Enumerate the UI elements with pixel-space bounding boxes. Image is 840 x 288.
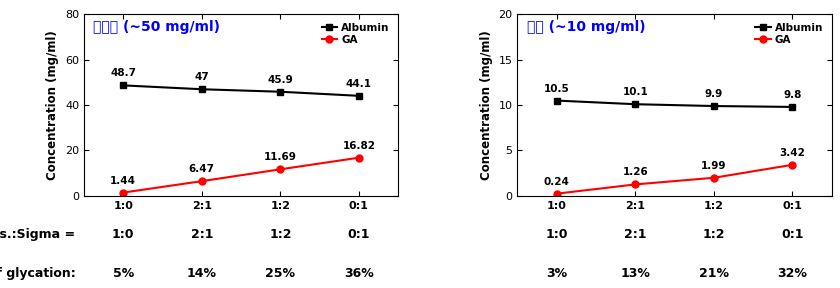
Text: 5%: 5% xyxy=(113,267,134,280)
Text: 9.9: 9.9 xyxy=(705,89,723,99)
Text: 25%: 25% xyxy=(265,267,296,280)
GA xyxy=(197,179,207,183)
Line: Albumin: Albumin xyxy=(120,82,362,99)
Text: 0.24: 0.24 xyxy=(543,177,570,187)
Line: GA: GA xyxy=(120,154,362,196)
Albumin xyxy=(276,90,286,94)
Text: Ratio of glycation:: Ratio of glycation: xyxy=(0,267,76,280)
Text: 14%: 14% xyxy=(186,267,217,280)
Line: GA: GA xyxy=(554,161,795,197)
Text: 47: 47 xyxy=(194,72,209,82)
Albumin xyxy=(197,88,207,91)
GA xyxy=(354,156,364,160)
Albumin xyxy=(354,94,364,98)
GA xyxy=(118,191,129,194)
Text: 1:2: 1:2 xyxy=(269,228,291,241)
Text: 10.5: 10.5 xyxy=(543,84,570,94)
Text: 고농도 (~50 mg/ml): 고농도 (~50 mg/ml) xyxy=(93,20,220,34)
Text: 0:1: 0:1 xyxy=(781,228,804,241)
Text: 3.42: 3.42 xyxy=(780,148,806,158)
GA xyxy=(276,168,286,171)
Text: 1.99: 1.99 xyxy=(701,161,727,171)
GA xyxy=(552,192,562,195)
Albumin xyxy=(709,104,719,108)
Y-axis label: Concentration (mg/ml): Concentration (mg/ml) xyxy=(46,30,60,180)
GA xyxy=(709,176,719,179)
Text: 48.7: 48.7 xyxy=(110,69,136,78)
Text: 11.69: 11.69 xyxy=(264,152,297,162)
Text: 1:2: 1:2 xyxy=(702,228,725,241)
Legend: Albumin, GA: Albumin, GA xyxy=(318,20,393,48)
Text: 10.1: 10.1 xyxy=(622,87,648,97)
Albumin xyxy=(630,103,640,106)
Text: Lee Biosols.:Sigma =: Lee Biosols.:Sigma = xyxy=(0,228,76,241)
Text: 6.47: 6.47 xyxy=(189,164,215,174)
Text: 1:0: 1:0 xyxy=(112,228,134,241)
Text: 2:1: 2:1 xyxy=(191,228,213,241)
Albumin xyxy=(118,84,129,87)
Albumin xyxy=(787,105,797,109)
Text: 9.8: 9.8 xyxy=(783,90,801,100)
GA xyxy=(787,163,797,166)
Legend: Albumin, GA: Albumin, GA xyxy=(752,20,827,48)
GA xyxy=(630,183,640,186)
Text: 32%: 32% xyxy=(777,267,807,280)
Y-axis label: Concentration (mg/ml): Concentration (mg/ml) xyxy=(480,30,493,180)
Line: Albumin: Albumin xyxy=(554,97,795,110)
Text: 21%: 21% xyxy=(699,267,729,280)
Text: 1.26: 1.26 xyxy=(622,167,648,177)
Text: 36%: 36% xyxy=(344,267,374,280)
Text: 1:0: 1:0 xyxy=(545,228,568,241)
Text: 16.82: 16.82 xyxy=(343,141,375,151)
Text: 44.1: 44.1 xyxy=(346,79,372,89)
Text: 1.44: 1.44 xyxy=(110,176,136,186)
Albumin xyxy=(552,99,562,102)
Text: 0:1: 0:1 xyxy=(348,228,370,241)
Text: 희석 (~10 mg/ml): 희석 (~10 mg/ml) xyxy=(527,20,645,34)
Text: 45.9: 45.9 xyxy=(267,75,293,85)
Text: 13%: 13% xyxy=(620,267,650,280)
Text: 3%: 3% xyxy=(546,267,567,280)
Text: 2:1: 2:1 xyxy=(624,228,647,241)
